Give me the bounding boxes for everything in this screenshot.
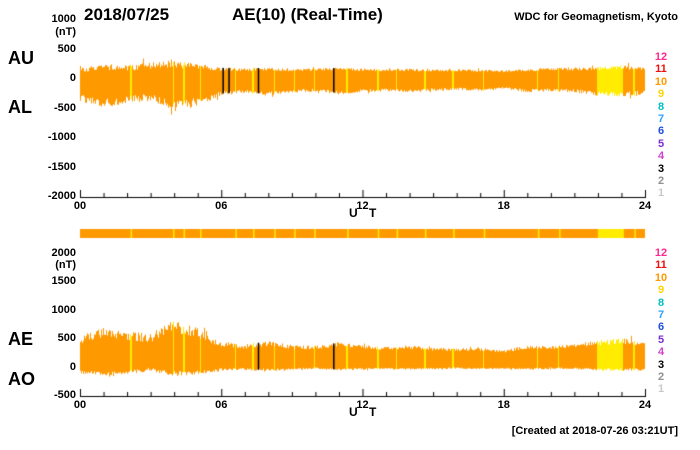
station-count-legend-item: 1 [657, 383, 665, 396]
station-count-legend-item: 7 [657, 113, 665, 125]
station-count-legend-item: 2 [657, 175, 665, 187]
station-count-legend-item: 4 [657, 150, 665, 163]
station-count-legend-item: 7 [657, 309, 665, 321]
x-axis-label-top: U T [349, 206, 381, 220]
station-count-legend-item: 8 [657, 296, 665, 309]
panel-label-ae: AE [8, 329, 34, 349]
x-tick-label: 12 [356, 200, 369, 212]
station-count-legend-item: 9 [657, 284, 665, 297]
created-timestamp: [Created at 2018-07-26 03:21UT] [511, 425, 678, 437]
station-count-legend-item: 2 [657, 371, 665, 383]
y-tick-label: 1000 [51, 303, 76, 316]
x-tick-label: 24 [638, 200, 652, 212]
x-tick-label: 24 [638, 399, 652, 411]
station-count-legend-item: 11 [655, 259, 667, 272]
y-tick-label: 2000 [51, 247, 76, 259]
header-date: 2018/07/25 [84, 5, 170, 24]
station-count-legend-item: 3 [657, 162, 665, 175]
station-count-legend-item: 5 [657, 137, 665, 150]
y-tick-label: -500 [53, 389, 76, 401]
y-tick-label: -1500 [47, 160, 76, 173]
x-tick-label: 00 [73, 399, 87, 411]
panel-label-au: AU [8, 48, 34, 68]
x-tick-label: 06 [215, 399, 228, 411]
y-axis-unit-bottom: (nT) [55, 259, 76, 271]
y-tick-label: 0 [69, 72, 76, 84]
y-tick-label: -1000 [47, 131, 76, 143]
x-tick-label: 00 [73, 200, 87, 212]
station-count-legend-item: 4 [657, 346, 665, 359]
station-count-legend-item: 8 [657, 100, 665, 113]
x-tick-label: 12 [356, 399, 369, 411]
station-count-legend-item: 5 [657, 333, 665, 346]
header-source: WDC for Geomagnetism, Kyoto [514, 11, 678, 23]
y-tick-label: 500 [57, 42, 76, 55]
y-tick-label: -2000 [47, 190, 76, 202]
x-tick-label: 18 [497, 200, 510, 212]
y-tick-label: 0 [69, 360, 76, 373]
station-count-legend-item: 3 [657, 358, 665, 371]
station-count-legend-item: 6 [657, 321, 665, 334]
y-tick-label: 1000 [51, 13, 76, 25]
page-title: AE(10) (Real-Time) [232, 5, 383, 24]
y-tick-label: 1500 [51, 275, 76, 288]
y-tick-label: 500 [57, 332, 76, 345]
x-axis-label-bottom: U T [349, 405, 381, 419]
y-axis-unit-top: (nT) [55, 26, 76, 38]
station-count-legend-item: 12 [654, 247, 668, 259]
station-count-legend-item: 10 [654, 271, 668, 284]
x-tick-label: 18 [497, 399, 510, 411]
station-count-legend-item: 12 [654, 51, 668, 63]
station-count-legend-item: 10 [654, 75, 668, 88]
station-count-legend-item: 11 [655, 63, 667, 76]
station-count-legend-item: 9 [657, 88, 665, 101]
panel-label-ao: AO [8, 369, 35, 389]
station-count-legend-item: 1 [657, 187, 665, 200]
y-tick-label: -500 [53, 101, 76, 114]
station-count-legend-item: 6 [657, 125, 665, 138]
x-tick-label: 06 [215, 200, 228, 212]
panel-label-al: AL [8, 97, 32, 117]
